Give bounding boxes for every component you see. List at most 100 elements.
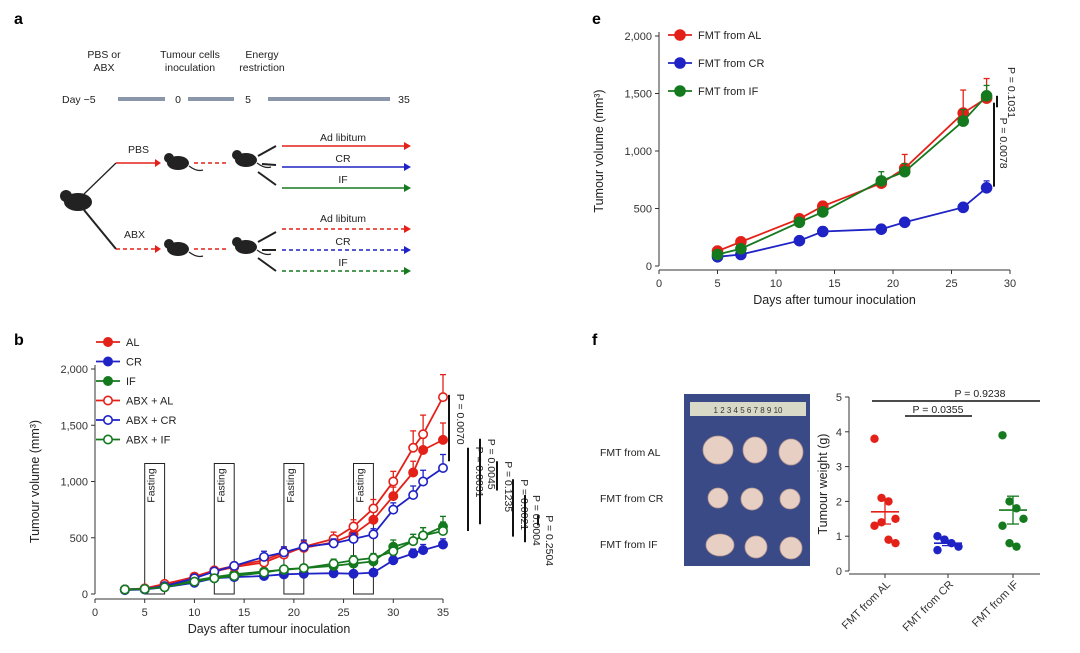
data-point: [418, 444, 429, 455]
data-point: [711, 248, 724, 261]
mouse-icon: [60, 190, 92, 211]
tumour-sample: [778, 438, 804, 466]
fasting-label: Fasting: [354, 468, 366, 503]
branch-label-pbs: PBS: [128, 144, 149, 156]
y-tick-label: 2,000: [60, 364, 88, 376]
y-tick-label: 2: [836, 496, 842, 508]
data-point: [139, 583, 150, 594]
panel-letter-b: b: [14, 332, 24, 349]
timeline-day-5: 5: [245, 94, 251, 106]
x-tick-label: FMT from CR: [901, 579, 956, 634]
data-point: [816, 206, 829, 218]
p-value-label: P = 0.0078: [997, 118, 1009, 169]
label-pbs-abx: PBS or ABX: [87, 49, 121, 74]
legend-marker: [103, 375, 114, 386]
x-tick-label: 10: [770, 278, 782, 290]
photo-row-label-cr: FMT from CR: [600, 493, 664, 505]
chart-e: 0 500 1,000 1,500 2,000 0 5 10 15 20 25 30 Days afte…: [592, 29, 1017, 307]
data-point: [1012, 542, 1021, 551]
series-line: [124, 530, 444, 591]
timeline-day-minus5: Day −5: [62, 94, 96, 106]
arrowhead: [404, 246, 411, 254]
data-point: [259, 551, 270, 562]
data-point: [998, 521, 1007, 530]
x-tick-label: 20: [288, 607, 300, 619]
data-point: [793, 234, 806, 247]
p-value-label: P = 0.0355: [913, 404, 964, 416]
tumour-sample: [705, 533, 735, 557]
timeline-day-0: 0: [175, 94, 181, 106]
timeline-day-35: 35: [398, 94, 410, 106]
tumour-photo: FMT from AL FMT from CR FMT from IF 1 2 …: [600, 394, 810, 566]
data-point: [368, 503, 379, 514]
y-axis-label: Tumour weight (g): [816, 434, 830, 535]
x-tick-label: 15: [238, 607, 250, 619]
data-point: [418, 545, 429, 556]
ruler-label: 1 2 3 4 5 6 7 8 9 10: [714, 406, 783, 415]
fasting-window: [213, 463, 235, 595]
data-point: [418, 476, 429, 487]
y-tick-label: 1: [836, 531, 842, 543]
legend-label: IF: [126, 376, 136, 388]
chart-b: 0 500 1,000 1,500 2,000 0 5 10 15 20 25 30 35 Days af…: [28, 336, 555, 636]
arm-label-abx-cr: CR: [335, 236, 351, 248]
mouse-icon: [164, 239, 204, 258]
fan-line: [257, 231, 277, 243]
data-point: [940, 535, 949, 544]
data-point: [437, 462, 448, 473]
arm-label-abx-al: Ad libitum: [320, 213, 366, 225]
data-point: [1005, 538, 1014, 548]
data-point: [816, 225, 829, 238]
data-point: [348, 555, 359, 566]
tumour-sample: [740, 487, 764, 511]
data-point: [388, 491, 399, 502]
y-tick-label: 3: [836, 462, 842, 474]
series-line: [717, 95, 988, 256]
tumour-sample: [702, 435, 734, 465]
data-point: [259, 567, 270, 578]
p-value-label: P = 0.1235: [502, 461, 514, 512]
legend-marker: [103, 395, 114, 406]
y-tick-label: 1,000: [624, 146, 652, 158]
x-tick-label: 5: [714, 278, 720, 290]
data-point: [408, 548, 419, 559]
fan-line: [257, 257, 277, 272]
y-tick-label: 2,000: [624, 31, 652, 43]
legend-marker: [674, 29, 686, 41]
data-point: [980, 182, 993, 194]
x-tick-label: 5: [142, 607, 148, 619]
data-point: [278, 564, 289, 575]
legend-label: AL: [126, 337, 139, 349]
data-point: [189, 576, 200, 587]
branch-line-pbs: [83, 162, 117, 195]
panel-letter-f: f: [592, 332, 598, 349]
y-tick-label: 0: [646, 261, 652, 273]
x-tick-label: 25: [337, 607, 349, 619]
x-tick-label: FMT from AL: [840, 579, 893, 632]
data-point: [408, 489, 419, 500]
photo-row-label-if: FMT from IF: [600, 539, 658, 551]
data-point: [875, 175, 888, 187]
mouse-icon: [232, 150, 272, 169]
data-point: [348, 533, 359, 544]
data-point: [328, 558, 339, 569]
x-tick-label: 0: [92, 607, 98, 619]
data-point: [119, 584, 130, 595]
data-point: [954, 542, 963, 551]
arrowhead: [404, 225, 411, 233]
legend-label: FMT from AL: [698, 30, 761, 42]
legend-label: CR: [126, 357, 142, 369]
x-tick-label: 35: [437, 607, 449, 619]
fan-line: [257, 145, 277, 157]
data-point: [870, 521, 879, 530]
y-axis-label: Tumour volume (mm³): [592, 89, 606, 212]
label-energy-restriction: Energy restriction: [239, 49, 285, 74]
legend-marker: [103, 414, 114, 425]
p-value-label: P = 0.2504: [543, 515, 555, 566]
data-point: [735, 242, 747, 255]
x-tick-label: FMT from IF: [970, 578, 1021, 629]
data-point: [388, 555, 399, 566]
branch-label-abx: ABX: [124, 229, 145, 241]
data-point: [368, 529, 379, 540]
p-value-label: P = 0.0045: [485, 439, 497, 490]
